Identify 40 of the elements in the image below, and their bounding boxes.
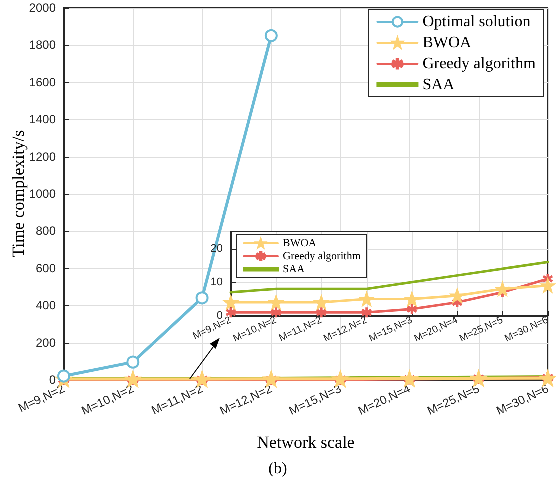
y-tick-label: 1600: [29, 75, 56, 90]
legend-label: Optimal solution: [422, 14, 531, 30]
y-tick-label: 1000: [29, 187, 56, 201]
y-tick-label: 0: [49, 373, 56, 387]
point: [407, 304, 418, 314]
point: [271, 308, 282, 318]
legend-label: Greedy algorithm: [283, 250, 362, 262]
point: [450, 288, 465, 304]
y-tick-label: 400: [36, 298, 56, 313]
point: [540, 370, 556, 387]
text: (b): [268, 460, 288, 478]
point: [314, 295, 330, 310]
point: [359, 292, 374, 307]
point: [362, 308, 372, 318]
legend-label: SAA: [283, 264, 306, 276]
y-tick-label: 1200: [29, 150, 56, 164]
legend-label: SAA: [422, 76, 456, 94]
point: [264, 29, 278, 42]
legend-label: BWOA: [283, 238, 317, 250]
line-series: [230, 260, 550, 294]
x-axis-title: Network scale: [257, 433, 355, 452]
y-tick-label: 10: [210, 276, 223, 288]
y-axis-title: Time complexity/s: [9, 130, 28, 258]
y-tick-label: 2000: [29, 1, 56, 15]
legend-label: Greedy algorithm: [422, 56, 537, 72]
y-tick-label: 1800: [29, 38, 56, 52]
y-tick-label: 1400: [29, 112, 56, 127]
point: [268, 295, 284, 310]
y-tick-label: 200: [36, 336, 56, 350]
point: [401, 370, 418, 388]
y-tick-label: 800: [36, 224, 56, 238]
point: [224, 295, 238, 310]
point: [316, 308, 327, 318]
point: [196, 292, 209, 305]
point: [540, 278, 556, 294]
point: [126, 356, 140, 369]
legend-label: BWOA: [422, 34, 472, 52]
point: [404, 292, 420, 307]
y-tick-label: 600: [36, 261, 56, 276]
point: [495, 282, 510, 297]
